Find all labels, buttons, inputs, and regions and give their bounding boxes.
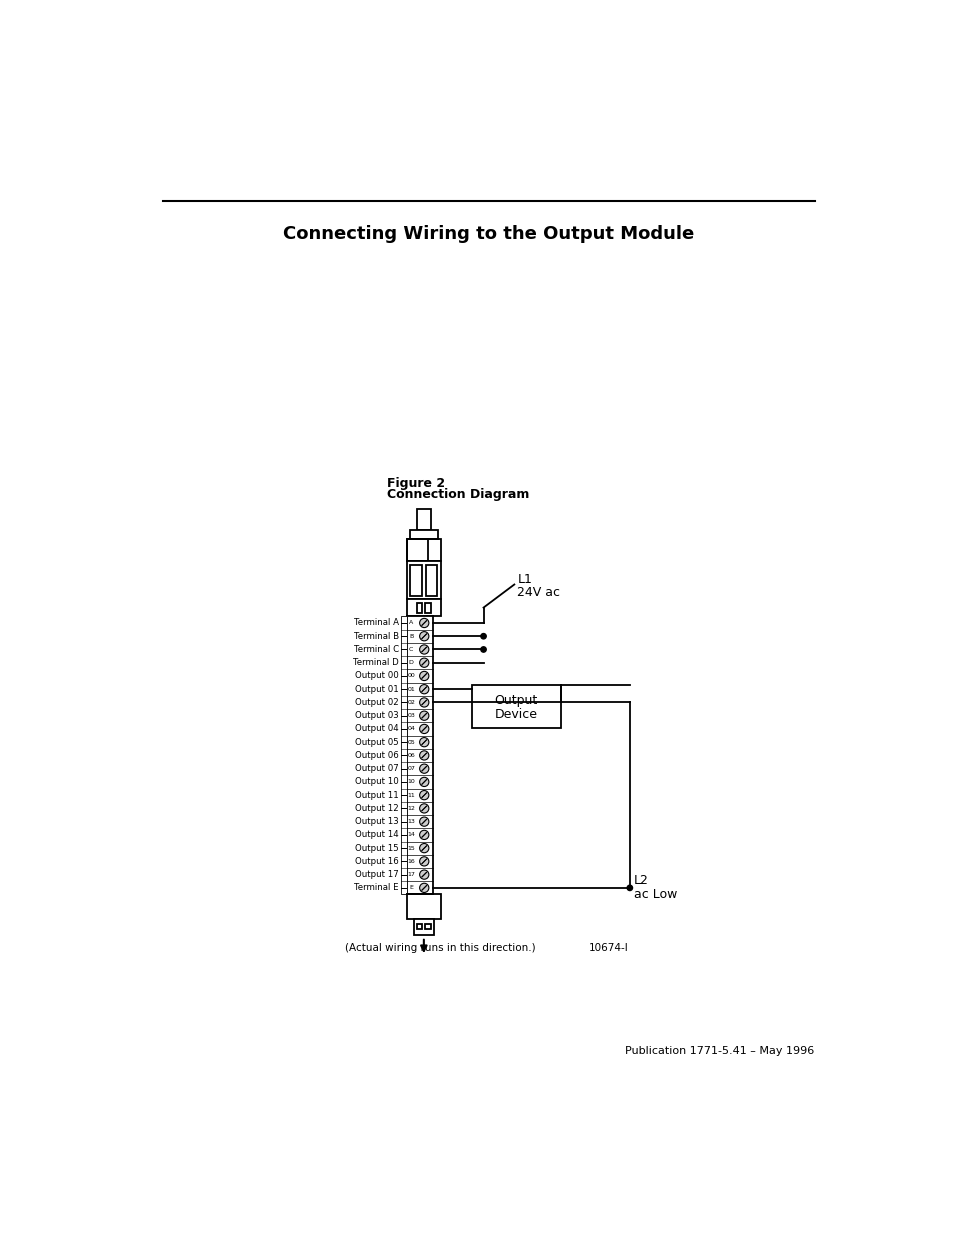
Bar: [425, 924, 431, 929]
Text: 10674-I: 10674-I: [588, 942, 628, 952]
Circle shape: [419, 830, 429, 840]
Bar: [410, 530, 437, 540]
Text: (Actual wiring runs in this direction.): (Actual wiring runs in this direction.): [345, 942, 535, 952]
Text: Output 05: Output 05: [355, 737, 398, 747]
Circle shape: [419, 857, 429, 866]
Text: Output 00: Output 00: [355, 672, 398, 680]
Text: Output 16: Output 16: [355, 857, 398, 866]
Text: 16: 16: [407, 858, 415, 863]
Bar: [410, 564, 421, 595]
Bar: [416, 509, 431, 530]
Text: Terminal A: Terminal A: [354, 619, 398, 627]
Text: 02: 02: [407, 700, 415, 705]
Circle shape: [419, 818, 429, 826]
Text: Output 12: Output 12: [355, 804, 398, 813]
Text: Device: Device: [495, 708, 537, 721]
Text: Output 14: Output 14: [355, 830, 398, 840]
Text: Output 07: Output 07: [355, 764, 398, 773]
Text: Output 06: Output 06: [355, 751, 398, 760]
Text: Output 17: Output 17: [355, 871, 398, 879]
Circle shape: [419, 883, 429, 893]
Circle shape: [419, 724, 429, 734]
Text: Output 13: Output 13: [355, 818, 398, 826]
Bar: [406, 894, 440, 919]
Text: L1: L1: [517, 573, 532, 587]
Bar: [414, 919, 434, 935]
Circle shape: [419, 645, 429, 655]
Bar: [472, 685, 560, 727]
Text: B: B: [409, 634, 413, 638]
Text: Output 01: Output 01: [355, 684, 398, 694]
Circle shape: [419, 684, 429, 694]
Bar: [406, 561, 440, 599]
Circle shape: [419, 844, 429, 852]
Bar: [425, 564, 436, 595]
Text: Output 10: Output 10: [355, 777, 398, 787]
Circle shape: [419, 711, 429, 720]
Circle shape: [419, 631, 429, 641]
Text: L2: L2: [633, 873, 648, 887]
Text: Terminal C: Terminal C: [354, 645, 398, 655]
Text: C: C: [409, 647, 413, 652]
Bar: [416, 924, 422, 929]
Circle shape: [419, 619, 429, 627]
Circle shape: [419, 658, 429, 667]
Circle shape: [419, 672, 429, 680]
Text: Connection Diagram: Connection Diagram: [387, 488, 529, 501]
Circle shape: [419, 869, 429, 879]
Circle shape: [480, 634, 486, 638]
Text: 10: 10: [407, 779, 415, 784]
Bar: [406, 599, 440, 616]
Text: 01: 01: [407, 687, 415, 692]
Circle shape: [419, 790, 429, 800]
Text: 04: 04: [407, 726, 415, 731]
Text: Terminal B: Terminal B: [354, 632, 398, 641]
Circle shape: [419, 804, 429, 813]
Circle shape: [419, 777, 429, 787]
Text: Output 03: Output 03: [355, 711, 398, 720]
Text: ac Low: ac Low: [633, 888, 677, 900]
Text: Terminal E: Terminal E: [354, 883, 398, 893]
Text: 07: 07: [407, 766, 415, 771]
Text: 03: 03: [407, 713, 415, 719]
Text: 11: 11: [407, 793, 415, 798]
Text: 24V ac: 24V ac: [517, 585, 559, 599]
Text: A: A: [409, 620, 413, 625]
Circle shape: [480, 647, 486, 652]
Text: Terminal D: Terminal D: [353, 658, 398, 667]
Text: Publication 1771-5.41 – May 1996: Publication 1771-5.41 – May 1996: [625, 1046, 814, 1056]
Text: Output: Output: [494, 694, 537, 708]
Text: 00: 00: [407, 673, 415, 678]
Text: Connecting Wiring to the Output Module: Connecting Wiring to the Output Module: [283, 226, 694, 243]
Bar: [416, 603, 422, 613]
Bar: [406, 540, 428, 561]
Bar: [406, 540, 440, 561]
Text: 06: 06: [407, 753, 415, 758]
Text: 12: 12: [407, 806, 415, 811]
Circle shape: [626, 885, 632, 890]
Text: E: E: [409, 885, 413, 890]
Text: Output 04: Output 04: [355, 725, 398, 734]
Circle shape: [419, 737, 429, 747]
Text: 13: 13: [407, 819, 415, 824]
Text: 15: 15: [407, 846, 415, 851]
Text: D: D: [408, 661, 414, 666]
Circle shape: [419, 698, 429, 708]
Text: Output 02: Output 02: [355, 698, 398, 706]
Circle shape: [419, 751, 429, 760]
Text: Output 15: Output 15: [355, 844, 398, 852]
Circle shape: [419, 764, 429, 773]
Text: 17: 17: [407, 872, 415, 877]
Text: 05: 05: [407, 740, 415, 745]
Bar: [400, 616, 406, 894]
Text: Figure 2: Figure 2: [387, 477, 445, 489]
Bar: [425, 603, 431, 613]
Text: 14: 14: [407, 832, 415, 837]
Text: Output 11: Output 11: [355, 790, 398, 799]
Bar: [406, 616, 433, 894]
